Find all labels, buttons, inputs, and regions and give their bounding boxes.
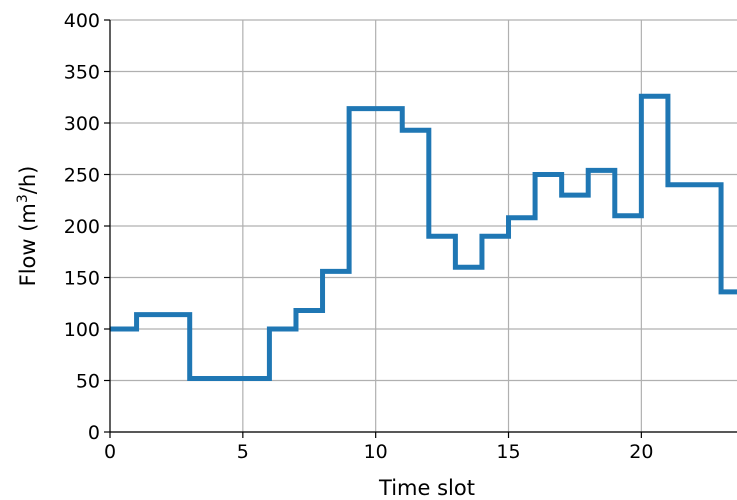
- plot-area: [110, 93, 737, 381]
- y-tick-label: 100: [64, 319, 100, 341]
- y-tick-label: 300: [64, 113, 100, 135]
- y-axis-label-superscript: 3: [15, 194, 31, 203]
- flow-series-line: [110, 93, 737, 381]
- x-tick-label: 10: [364, 441, 388, 463]
- y-ticks: 0 50 100 150 200 250 300 350 400: [64, 10, 110, 444]
- y-axis-label-unit: /h): [16, 166, 40, 195]
- x-tick-label: 20: [629, 441, 653, 463]
- y-tick-label: 0: [88, 422, 100, 444]
- grid-lines: [109, 19, 737, 433]
- y-axis-label: Flow (m3/h): [15, 166, 40, 287]
- x-axis-label: Time slot: [378, 476, 475, 500]
- x-tick-label: 5: [237, 441, 249, 463]
- y-tick-label: 50: [76, 371, 100, 393]
- y-tick-label: 250: [64, 165, 100, 187]
- x-tick-label: 15: [496, 441, 520, 463]
- y-axis-label-main: Flow (m: [16, 203, 40, 286]
- y-tick-label: 350: [64, 62, 100, 84]
- y-tick-label: 400: [64, 10, 100, 32]
- x-ticks: 0 5 10 15 20: [104, 432, 653, 463]
- x-tick-label: 0: [104, 441, 116, 463]
- y-tick-label: 150: [64, 268, 100, 290]
- y-tick-label: 200: [64, 216, 100, 238]
